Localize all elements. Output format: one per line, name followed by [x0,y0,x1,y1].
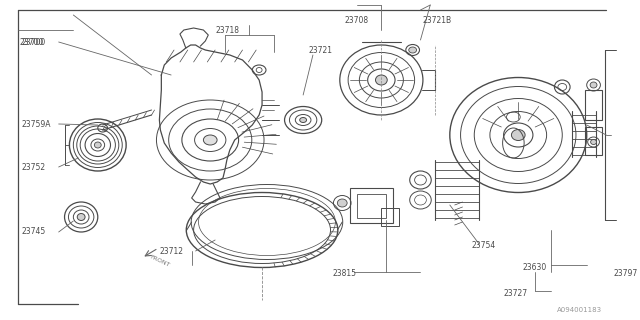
Bar [357,194,387,218]
Ellipse shape [376,75,387,85]
Text: 23721: 23721 [308,45,332,54]
Ellipse shape [94,142,101,148]
Ellipse shape [511,130,525,140]
Ellipse shape [77,213,85,220]
Text: 23745: 23745 [22,228,46,236]
Bar [350,188,393,223]
Bar [381,208,399,226]
Ellipse shape [590,82,597,88]
Text: 23754: 23754 [471,241,495,250]
Text: 23700: 23700 [22,37,46,46]
Text: 23721B: 23721B [422,15,452,25]
Text: 23708: 23708 [344,15,369,25]
Ellipse shape [591,140,596,145]
Bar [585,90,602,120]
Text: 23700: 23700 [20,37,44,46]
Text: 23718: 23718 [215,26,239,35]
Ellipse shape [337,199,347,207]
Text: FRONT: FRONT [148,254,170,268]
Text: 23630: 23630 [522,262,547,271]
Text: 23797: 23797 [613,268,637,277]
Ellipse shape [204,135,217,145]
Text: 23815: 23815 [332,268,356,277]
Text: 23759A: 23759A [22,119,51,129]
Text: A094001183: A094001183 [557,307,602,313]
Text: 23752: 23752 [22,163,45,172]
Ellipse shape [300,117,307,123]
Ellipse shape [409,47,417,53]
Bar [585,127,602,155]
Text: 23712: 23712 [159,247,184,257]
Text: 23727: 23727 [504,289,528,298]
